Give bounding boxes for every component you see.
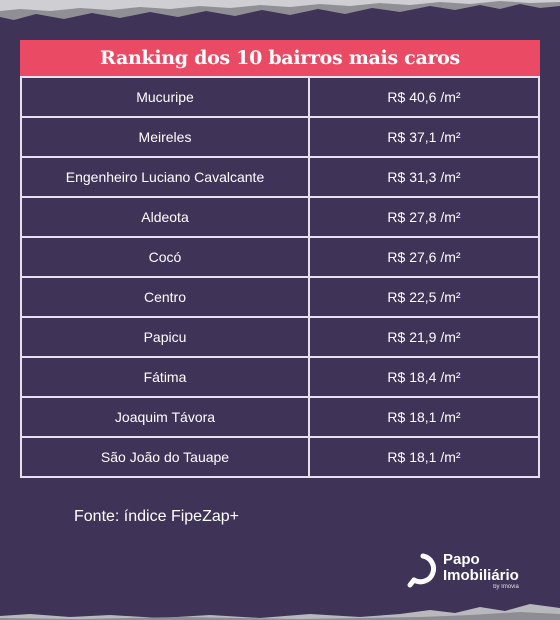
table-row: Joaquim Távora R$ 18,1 /m² — [20, 396, 540, 438]
neighborhood-cell: Joaquim Távora — [20, 396, 310, 438]
price-cell: R$ 40,6 /m² — [308, 76, 540, 118]
table-row: Cocó R$ 27,6 /m² — [20, 236, 540, 278]
price-cell: R$ 27,8 /m² — [308, 196, 540, 238]
table-row: Mucuripe R$ 40,6 /m² — [20, 76, 540, 118]
papo-imobiliario-logo: Papo Imobiliário by Imovia — [405, 552, 519, 590]
price-cell: R$ 18,4 /m² — [308, 356, 540, 398]
price-cell: R$ 27,6 /m² — [308, 236, 540, 278]
table-row: Papicu R$ 21,9 /m² — [20, 316, 540, 358]
price-cell: R$ 21,9 /m² — [308, 316, 540, 358]
neighborhood-cell: Centro — [20, 276, 310, 318]
price-cell: R$ 37,1 /m² — [308, 116, 540, 158]
neighborhood-cell: Mucuripe — [20, 76, 310, 118]
neighborhood-cell: Aldeota — [20, 196, 310, 238]
ranking-table: Ranking dos 10 bairros mais caros Mucuri… — [20, 40, 540, 478]
price-cell: R$ 18,1 /m² — [308, 396, 540, 438]
table-title: Ranking dos 10 bairros mais caros — [20, 40, 540, 76]
table-row: Centro R$ 22,5 /m² — [20, 276, 540, 318]
torn-paper-top — [0, 0, 560, 20]
logo-mark-icon — [407, 553, 437, 588]
neighborhood-cell: Fátima — [20, 356, 310, 398]
torn-paper-bottom — [0, 604, 560, 620]
price-cell: R$ 18,1 /m² — [308, 436, 540, 478]
price-cell: R$ 22,5 /m² — [308, 276, 540, 318]
table-row: Aldeota R$ 27,8 /m² — [20, 196, 540, 238]
neighborhood-cell: São João do Tauape — [20, 436, 310, 478]
neighborhood-cell: Engenheiro Luciano Cavalcante — [20, 156, 310, 198]
table-row: Meireles R$ 37,1 /m² — [20, 116, 540, 158]
logo-line-2: Imobiliário — [443, 567, 519, 584]
table-row: Engenheiro Luciano Cavalcante R$ 31,3 /m² — [20, 156, 540, 198]
table-row: Fátima R$ 18,4 /m² — [20, 356, 540, 398]
logo-line-1: Papo — [443, 551, 480, 568]
neighborhood-cell: Cocó — [20, 236, 310, 278]
table-row: São João do Tauape R$ 18,1 /m² — [20, 436, 540, 478]
neighborhood-cell: Meireles — [20, 116, 310, 158]
neighborhood-cell: Papicu — [20, 316, 310, 358]
source-note: Fonte: índice FipeZap+ — [74, 508, 239, 525]
ranking-grid: Mucuripe R$ 40,6 /m² Meireles R$ 37,1 /m² En… — [20, 76, 540, 478]
price-cell: R$ 31,3 /m² — [308, 156, 540, 198]
logo-line-3: by Imovia — [493, 584, 519, 590]
